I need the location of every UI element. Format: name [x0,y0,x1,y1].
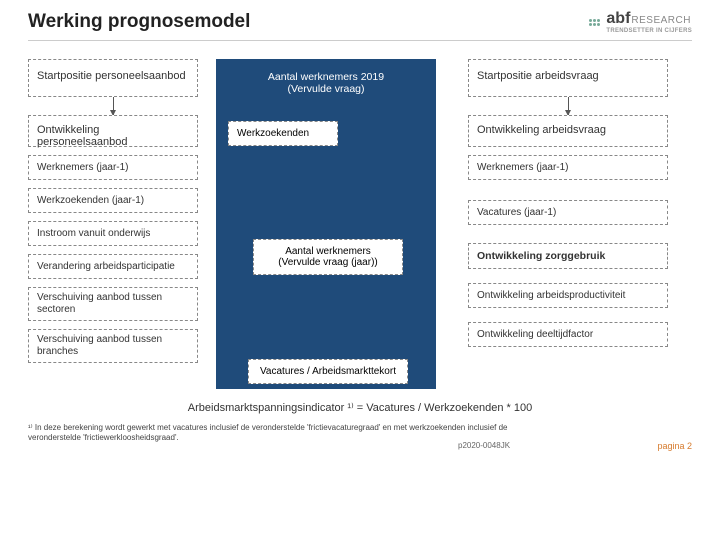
right-item-0: Werknemers (jaar-1) [468,155,668,180]
formula-text: Arbeidsmarktspanningsindicator ¹⁾ = Vaca… [28,401,692,414]
right-item-1: Vacatures (jaar-1) [468,200,668,225]
logo-suffix: RESEARCH [631,15,691,26]
left-item-3: Verandering arbeidsparticipatie [28,254,198,279]
left-item-2: Instroom vanuit onderwijs [28,221,198,246]
arrow-icon [113,97,114,115]
logo-tagline: TRENDSETTER IN CIJFERS [606,28,692,34]
left-item-1: Werkzoekenden (jaar-1) [28,188,198,213]
page-code: p2020-0048JK [458,441,510,450]
left-start-box: Startpositie personeelsaanbod [28,59,198,97]
center-top-box: Aantal werknemers 2019 (Vervulde vraag) [246,63,406,103]
right-dev-box: Ontwikkeling arbeidsvraag [468,115,668,147]
page-title: Werking prognosemodel [28,11,250,33]
page-number: pagina 2 [657,441,692,451]
divider [28,40,692,41]
right-start-box: Startpositie arbeidsvraag [468,59,668,97]
left-item-4: Verschuiving aanbod tussen sectoren [28,287,198,321]
center-mid-box: Aantal werknemers (Vervulde vraag (jaar)… [253,239,403,275]
right-item-4: Ontwikkeling deeltijdfactor [468,322,668,347]
right-item-3: Ontwikkeling arbeidsproductiviteit [468,283,668,308]
center-bottom-box: Vacatures / Arbeidsmarkttekort [248,359,408,384]
left-dev-box: Ontwikkeling personeelsaanbod [28,115,198,147]
arrow-icon [568,97,569,115]
center-backdrop [216,59,436,389]
flow-diagram: Startpositie personeelsaanbod Ontwikkeli… [28,59,692,459]
logo-brand: abf [606,10,630,27]
brand-logo: abfRESEARCH TRENDSETTER IN CIJFERS [589,10,692,34]
left-item-0: Werknemers (jaar-1) [28,155,198,180]
center-seekers-box: Werkzoekenden [228,121,338,146]
right-item-2: Ontwikkeling zorggebruik [468,243,668,269]
left-item-5: Verschuiving aanbod tussen branches [28,329,198,363]
